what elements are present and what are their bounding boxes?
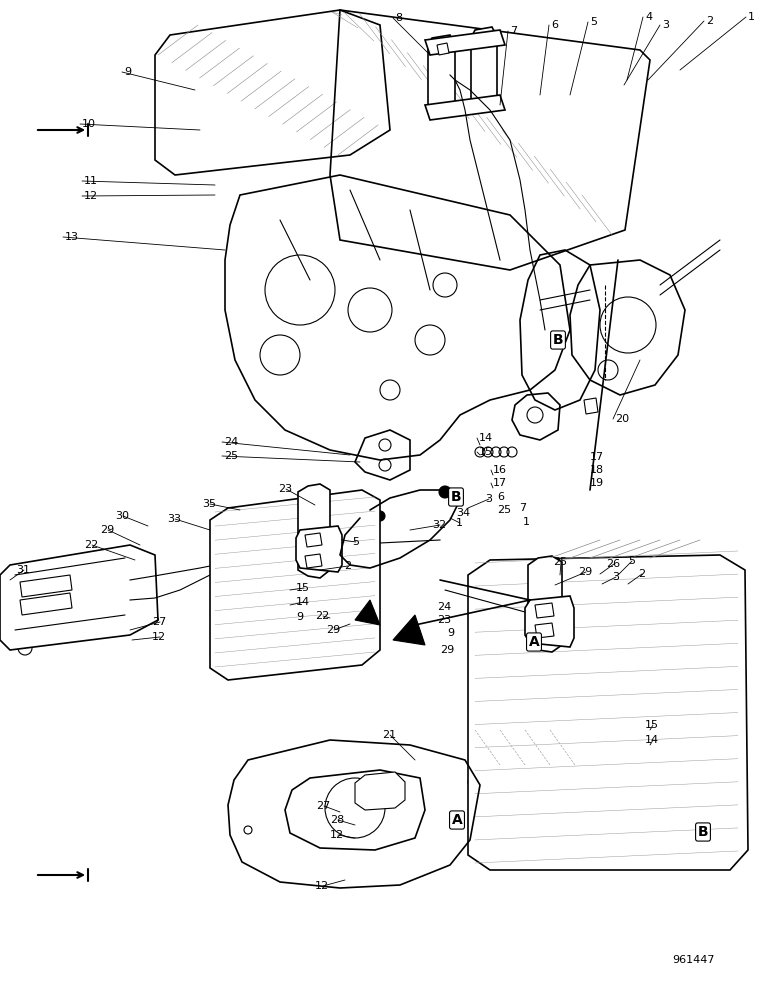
Text: 5: 5 bbox=[590, 17, 597, 27]
Text: B: B bbox=[451, 490, 462, 504]
Text: 9: 9 bbox=[124, 67, 131, 77]
Text: 3: 3 bbox=[662, 20, 669, 30]
Text: 29: 29 bbox=[578, 567, 592, 577]
Text: 20: 20 bbox=[615, 414, 629, 424]
Text: A: A bbox=[529, 635, 540, 649]
Polygon shape bbox=[471, 27, 497, 108]
Polygon shape bbox=[20, 575, 72, 597]
Polygon shape bbox=[425, 30, 505, 55]
Text: 1: 1 bbox=[523, 517, 530, 527]
Polygon shape bbox=[296, 526, 342, 572]
Polygon shape bbox=[535, 603, 554, 618]
Text: 14: 14 bbox=[645, 735, 659, 745]
Polygon shape bbox=[425, 95, 505, 120]
Polygon shape bbox=[535, 623, 554, 638]
Polygon shape bbox=[298, 484, 330, 578]
Text: 32: 32 bbox=[432, 520, 446, 530]
Polygon shape bbox=[428, 35, 455, 118]
Text: 17: 17 bbox=[493, 478, 507, 488]
Text: 5: 5 bbox=[352, 537, 359, 547]
Polygon shape bbox=[468, 555, 748, 870]
Polygon shape bbox=[393, 615, 425, 645]
Text: 33: 33 bbox=[167, 514, 181, 524]
Text: 7: 7 bbox=[510, 26, 517, 36]
Text: 12: 12 bbox=[152, 632, 166, 642]
Text: A: A bbox=[452, 813, 462, 827]
Text: 17: 17 bbox=[590, 452, 604, 462]
Text: 18: 18 bbox=[590, 465, 604, 475]
Polygon shape bbox=[210, 490, 380, 680]
Text: 30: 30 bbox=[115, 511, 129, 521]
Text: 29: 29 bbox=[326, 625, 340, 635]
Text: 14: 14 bbox=[296, 597, 310, 607]
Text: 16: 16 bbox=[493, 465, 507, 475]
Text: 19: 19 bbox=[590, 478, 604, 488]
Text: 15: 15 bbox=[296, 583, 310, 593]
Text: 1: 1 bbox=[748, 12, 755, 22]
Polygon shape bbox=[584, 398, 598, 414]
Text: 5: 5 bbox=[628, 556, 635, 566]
Text: 22: 22 bbox=[84, 540, 98, 550]
Text: 6: 6 bbox=[497, 492, 504, 502]
Text: 11: 11 bbox=[84, 176, 98, 186]
Text: 13: 13 bbox=[65, 232, 79, 242]
Text: 34: 34 bbox=[456, 508, 470, 518]
Polygon shape bbox=[20, 593, 72, 615]
Text: B: B bbox=[553, 333, 564, 347]
Circle shape bbox=[439, 486, 451, 498]
Text: 1: 1 bbox=[456, 518, 463, 528]
Text: 2: 2 bbox=[638, 569, 645, 579]
Polygon shape bbox=[355, 600, 380, 625]
Text: 9: 9 bbox=[447, 628, 454, 638]
Text: 6: 6 bbox=[551, 20, 558, 30]
Text: 14: 14 bbox=[479, 433, 493, 443]
Polygon shape bbox=[0, 545, 158, 650]
Polygon shape bbox=[528, 556, 562, 652]
Text: 9: 9 bbox=[296, 612, 303, 622]
Text: 31: 31 bbox=[16, 565, 30, 575]
Text: 21: 21 bbox=[382, 730, 396, 740]
Text: 24: 24 bbox=[224, 437, 239, 447]
Text: 15: 15 bbox=[479, 447, 493, 457]
Text: 12: 12 bbox=[84, 191, 98, 201]
Text: 27: 27 bbox=[316, 801, 330, 811]
Text: 26: 26 bbox=[606, 559, 620, 569]
Text: 2: 2 bbox=[344, 561, 351, 571]
Text: 961447: 961447 bbox=[672, 955, 715, 965]
Text: 3: 3 bbox=[485, 494, 492, 504]
Text: 3: 3 bbox=[612, 572, 619, 582]
Text: 23: 23 bbox=[437, 615, 451, 625]
Text: 25: 25 bbox=[224, 451, 238, 461]
Text: 24: 24 bbox=[437, 602, 452, 612]
Text: 2: 2 bbox=[706, 16, 713, 26]
Text: B: B bbox=[698, 825, 709, 839]
Text: 12: 12 bbox=[330, 830, 344, 840]
Polygon shape bbox=[305, 554, 322, 568]
Text: 10: 10 bbox=[82, 119, 96, 129]
Text: 22: 22 bbox=[315, 611, 329, 621]
Polygon shape bbox=[437, 43, 449, 55]
Circle shape bbox=[375, 511, 385, 521]
Text: 8: 8 bbox=[395, 13, 402, 23]
Text: 25: 25 bbox=[553, 557, 567, 567]
Text: 28: 28 bbox=[330, 815, 344, 825]
Text: 29: 29 bbox=[440, 645, 454, 655]
Polygon shape bbox=[355, 772, 405, 810]
Text: 12: 12 bbox=[315, 881, 329, 891]
Text: 29: 29 bbox=[100, 525, 114, 535]
Polygon shape bbox=[305, 533, 322, 547]
Text: 27: 27 bbox=[152, 617, 166, 627]
Text: 35: 35 bbox=[202, 499, 216, 509]
Text: 25: 25 bbox=[497, 505, 511, 515]
Text: 7: 7 bbox=[519, 503, 527, 513]
Text: 15: 15 bbox=[645, 720, 659, 730]
Text: 23: 23 bbox=[278, 484, 292, 494]
Polygon shape bbox=[525, 596, 574, 647]
Text: 4: 4 bbox=[645, 12, 652, 22]
